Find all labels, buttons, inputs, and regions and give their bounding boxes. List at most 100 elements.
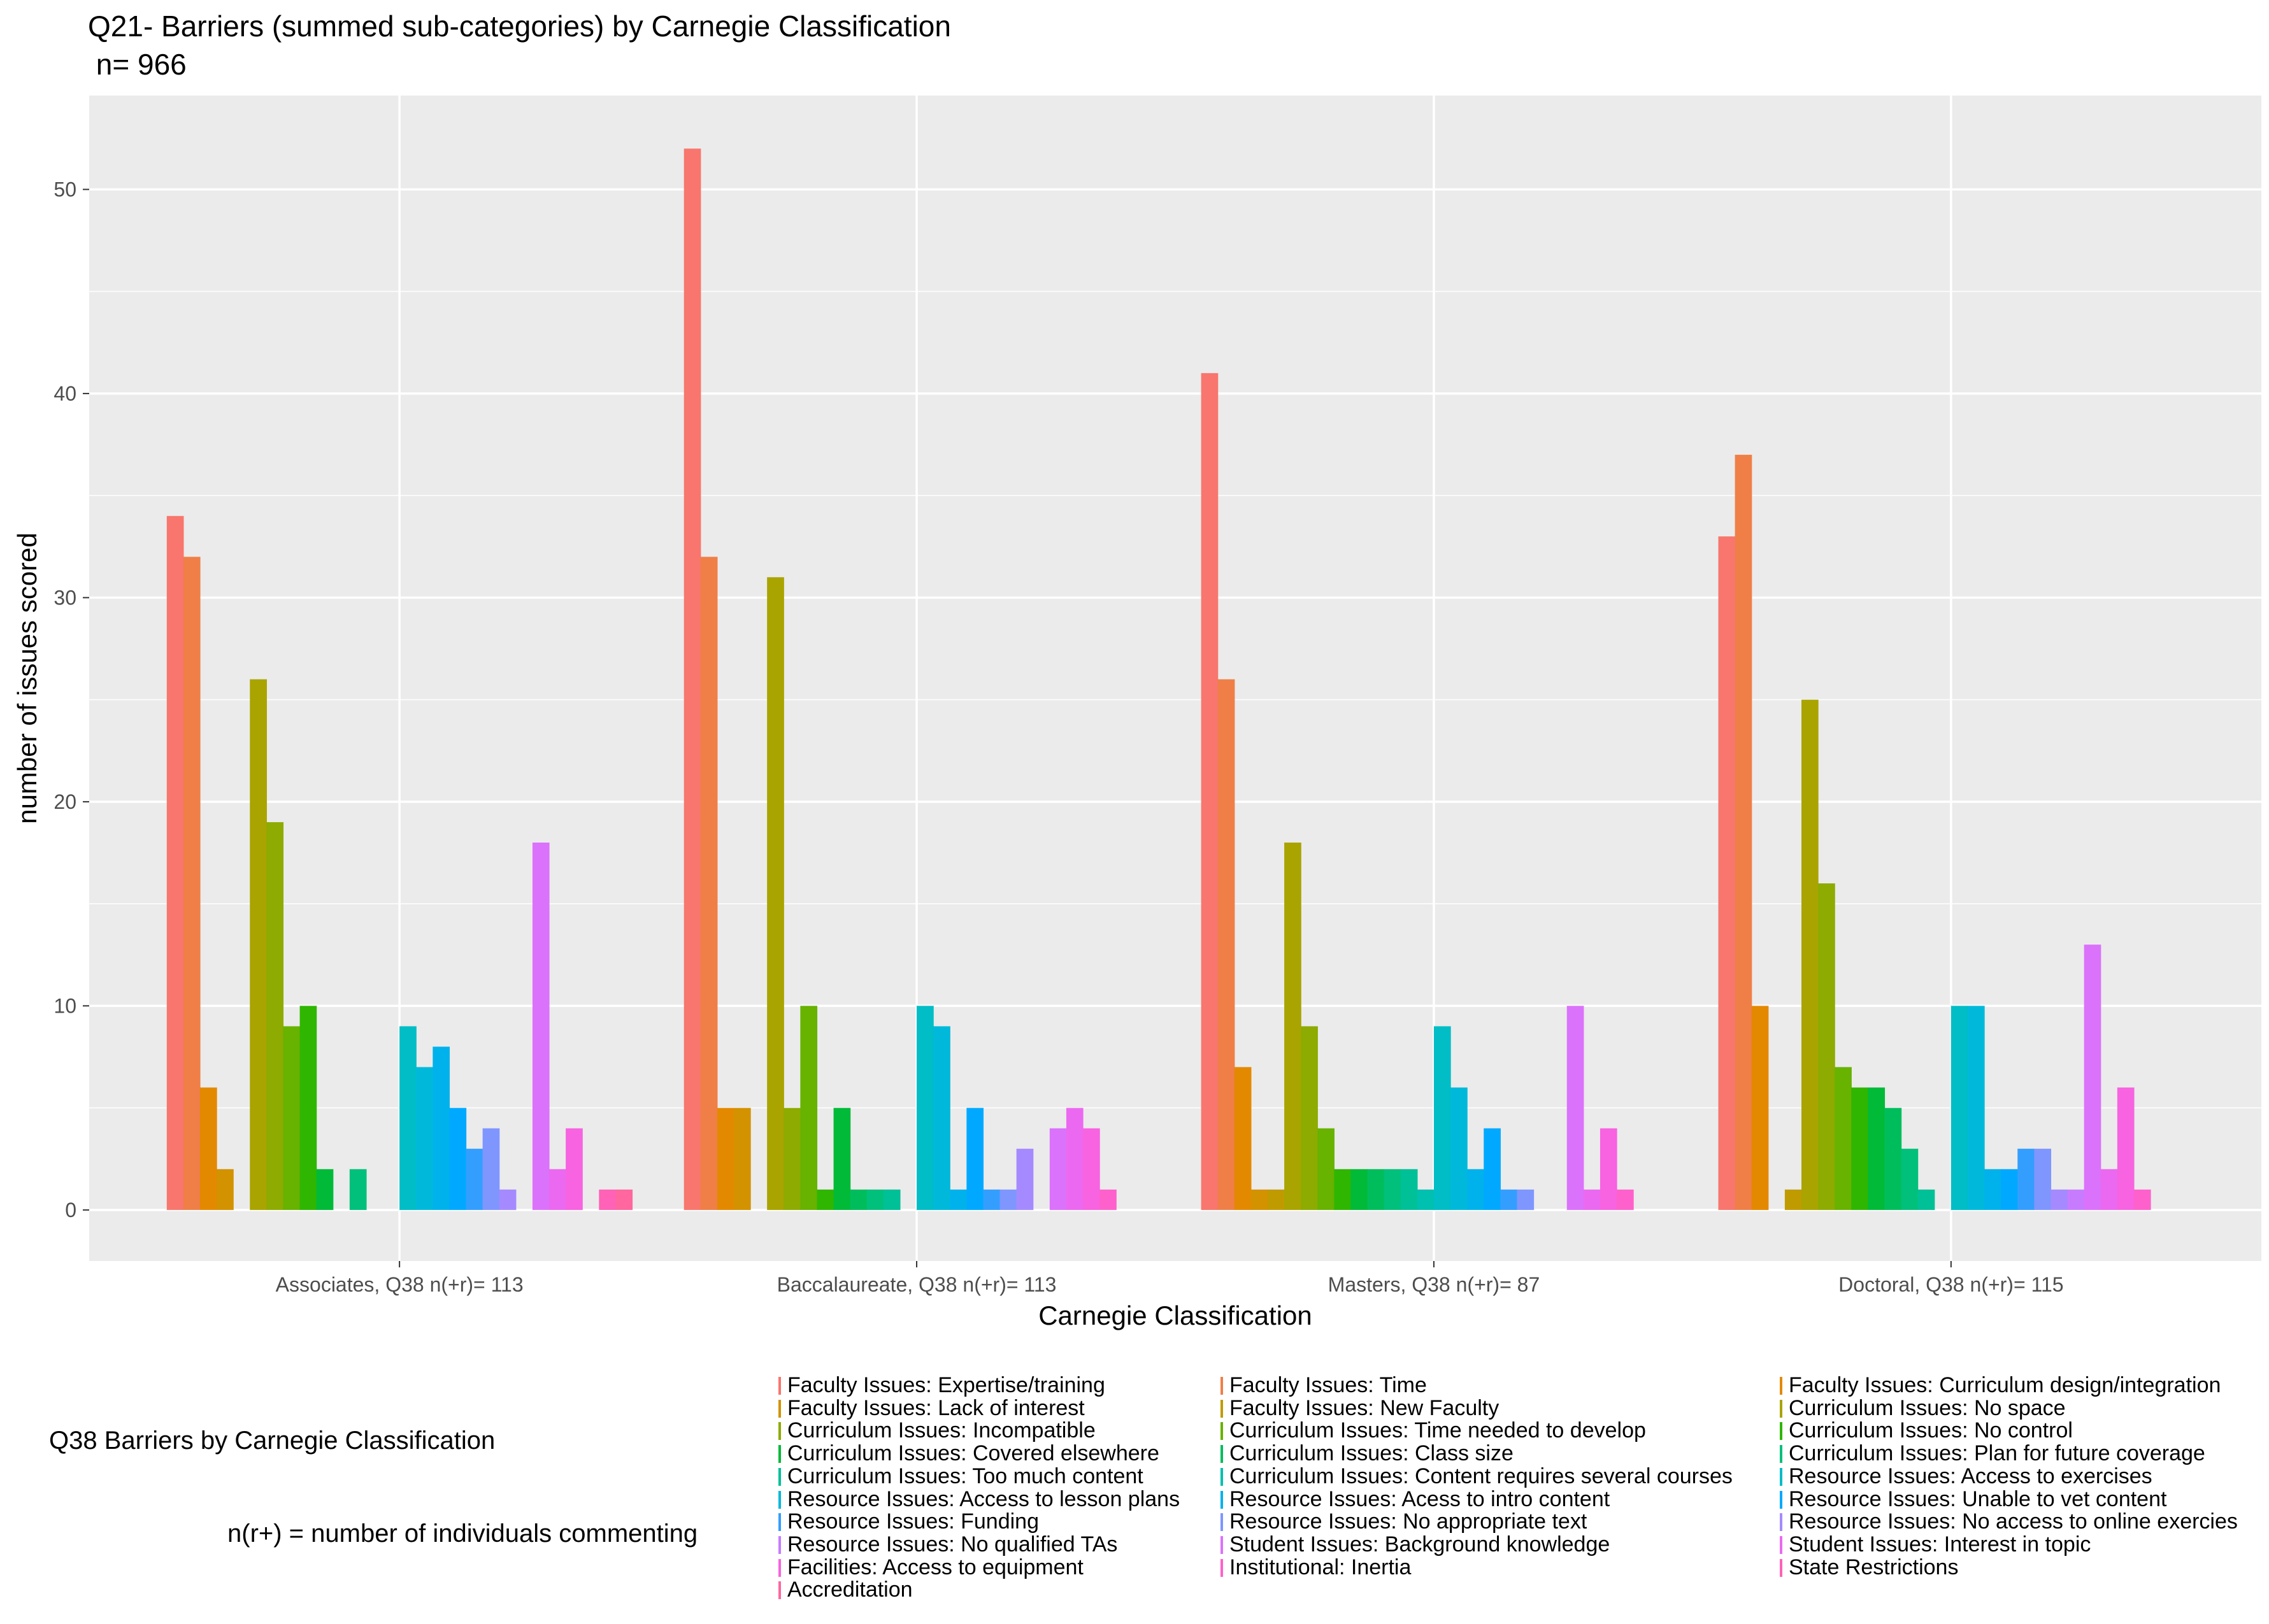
bar [2100,1169,2118,1210]
bar [1917,1189,1935,1210]
bar [1868,1087,1886,1210]
legend-key [1780,1377,1782,1395]
bar [1217,679,1235,1210]
legend-key [778,1467,781,1486]
legend-key [1220,1535,1223,1554]
legend-key [778,1422,781,1441]
bar [283,1026,301,1210]
bar [1467,1169,1484,1210]
legend-item: Faculty Issues: New Faculty [1220,1397,1499,1419]
bar [950,1189,967,1210]
bar [166,516,184,1210]
legend-key [1220,1399,1223,1418]
legend-item: Curriculum Issues: Too much content [778,1465,1143,1487]
bar [1718,536,1736,1210]
legend-item: Faculty Issues: Lack of interest [778,1397,1085,1419]
legend-label: Student Issues: Interest in topic [1789,1532,2091,1556]
bar [717,1108,734,1210]
bars [166,148,2151,1210]
legend-label: Resource Issues: Access to exercises [1789,1464,2152,1488]
bar [217,1169,234,1210]
bar [883,1189,901,1210]
x-tick-label: Doctoral, Q38 n(+r)= 115 [1838,1273,2063,1296]
legend-key [1220,1377,1223,1395]
legend-item: Student Issues: Background knowledge [1220,1534,1610,1555]
bar [1384,1169,1401,1210]
bar [199,1087,217,1210]
legend-label: Facilities: Access to equipment [787,1555,1084,1579]
legend-label: Resource Issues: Access to lesson plans [787,1486,1180,1511]
legend-key [1780,1490,1782,1509]
legend-key [1220,1513,1223,1532]
bar [532,842,550,1210]
y-tick-label: 10 [54,994,76,1017]
bar [1617,1189,1634,1210]
bar [1267,1189,1285,1210]
bar [784,1108,801,1210]
legend-label: Curriculum Issues: Covered elsewhere [787,1441,1159,1466]
bar [2084,944,2101,1210]
legend-label: Curriculum Issues: No control [1789,1418,2073,1443]
bar [800,1006,818,1210]
bar [1234,1067,1252,1210]
legend-key [1780,1558,1782,1577]
bar [2051,1189,2068,1210]
bar [1583,1189,1601,1210]
bar [466,1148,483,1210]
bar [1500,1189,1518,1210]
bar [817,1189,834,1210]
bar [449,1108,467,1210]
bar [1250,1189,1268,1210]
chart-subtitle: n= 966 [88,48,187,81]
bar [966,1108,984,1210]
bar [1433,1026,1451,1210]
legend-label: Accreditation [787,1578,913,1602]
bar [1751,1006,1769,1210]
legend-label: Curriculum Issues: No space [1789,1395,2066,1420]
legend-key [778,1558,781,1577]
bar [1049,1128,1067,1210]
legend-label: Resource Issues: No access to online exe… [1789,1509,2238,1534]
x-tick-label: Associates, Q38 n(+r)= 113 [276,1273,524,1296]
bar [2067,1189,2085,1210]
legend-item: Student Issues: Interest in topic [1780,1534,2091,1555]
y-tick-label: 0 [65,1199,76,1222]
bar [1450,1087,1468,1210]
y-tick-label: 40 [54,382,76,405]
bar [684,148,701,1210]
legend-label: Curriculum Issues: Time needed to develo… [1229,1418,1646,1443]
bar [1350,1169,1368,1210]
legend-label: Resource Issues: Funding [787,1509,1039,1534]
bar [1417,1189,1435,1210]
bar [1801,699,1819,1210]
bar [566,1128,583,1210]
bar [1400,1169,1418,1210]
bar [1851,1087,1868,1210]
bar [183,557,201,1210]
legend-label: Resource Issues: Unable to vet content [1789,1486,2167,1511]
legend-item: Resource Issues: No access to online exe… [1780,1511,2238,1532]
legend-key [778,1581,781,1600]
legend-label: Student Issues: Background knowledge [1229,1532,1610,1556]
y-tick-label: 30 [54,586,76,609]
legend-item: Facilities: Access to equipment [778,1556,1084,1578]
bar [1600,1128,1617,1210]
legend-label: Institutional: Inertia [1229,1555,1412,1579]
legend-item: Curriculum Issues: No control [1780,1420,2073,1441]
bar [299,1006,317,1210]
bar [1517,1189,1535,1210]
bar [1367,1169,1385,1210]
legend-item: Resource Issues: Access to lesson plans [778,1488,1180,1510]
legend-key [778,1399,781,1418]
legend-label: Faculty Issues: New Faculty [1229,1395,1500,1420]
legend-label: Resource Issues: No qualified TAs [787,1532,1118,1556]
bar [399,1026,417,1210]
bar [1884,1108,1902,1210]
legend-item: Faculty Issues: Expertise/training [778,1374,1105,1396]
bar [933,1026,950,1210]
legend-item: Resource Issues: Unable to vet content [1780,1488,2166,1510]
bar [1984,1169,2001,1210]
legend-item: Curriculum Issues: Covered elsewhere [778,1442,1159,1464]
legend-key [1220,1445,1223,1464]
